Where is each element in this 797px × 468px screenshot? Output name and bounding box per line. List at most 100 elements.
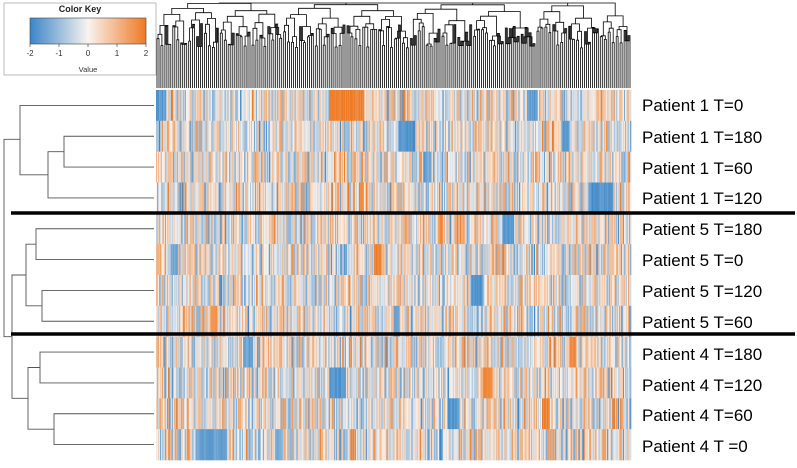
heatmap-cell [322,244,324,276]
heatmap-cell [536,244,538,276]
heatmap-cell [414,182,416,214]
color-key-tick-label: -2 [26,49,34,58]
heatmap-cell [606,120,608,152]
heatmap-cell [428,120,430,152]
heatmap-cell [233,182,235,214]
heatmap-cell [478,244,480,276]
heatmap-cell [320,367,322,399]
column-dendrogram [156,2,631,88]
heatmap-cell [615,244,617,276]
heatmap-cell [579,120,581,152]
heatmap-cell [304,90,306,122]
heatmap-cell [507,151,509,183]
heatmap-cell [544,213,547,245]
heatmap-cell [283,367,285,399]
heatmap-cell [403,244,405,276]
heatmap-cell [278,151,281,183]
heatmap-cell [346,244,349,276]
heatmap-cell [582,336,584,368]
heatmap-cell [557,213,560,245]
heatmap-cell [609,151,611,183]
heatmap-cell [487,275,489,307]
heatmap-cell [284,367,286,399]
heatmap-cell [536,90,539,122]
heatmap-cell [509,90,511,122]
heatmap-cell [492,367,494,399]
heatmap-cell [251,151,254,183]
heatmap-cell [298,398,300,430]
heatmap-cell [620,305,622,337]
heatmap-cell [306,120,308,152]
heatmap-cell [534,213,536,245]
heatmap-cell [451,182,454,214]
heatmap-cell [426,182,428,214]
heatmap-cell [397,275,399,307]
heatmap-cell [361,151,364,183]
heatmap-cell [238,398,240,430]
heatmap-cell [213,398,215,430]
heatmap-cell [377,182,380,214]
heatmap-cell [274,367,277,399]
heatmap-cell [365,90,368,122]
heatmap-cell [377,151,380,183]
heatmap-cell [307,398,309,430]
heatmap-cell [427,305,429,337]
heatmap-cell [508,275,510,307]
heatmap-cell [364,151,367,183]
heatmap-cell [363,305,366,337]
heatmap-cell [199,398,201,430]
heatmap-cell [294,151,296,183]
heatmap-cell [412,244,414,276]
heatmap-cell [302,244,304,276]
heatmap-cell [480,90,482,122]
heatmap-cell [229,398,231,430]
heatmap-cell [185,213,188,245]
heatmap-cell [387,336,389,368]
heatmap-cell [523,275,525,307]
heatmap-cell [447,244,450,276]
heatmap-cell [228,367,230,399]
heatmap-cell [616,336,618,368]
heatmap-cell [216,120,218,152]
heatmap-cell [251,213,254,245]
heatmap-cell [185,398,188,430]
heatmap-cell [178,182,181,214]
heatmap-cell [449,90,452,122]
heatmap-cell [303,275,305,307]
heatmap-cell [175,90,178,122]
heatmap-cell [200,336,202,368]
heatmap-cell [275,182,278,214]
heatmap-cell [311,120,313,152]
heatmap-cell [376,213,379,245]
heatmap-cell [617,275,619,307]
heatmap-cell [323,336,325,368]
heatmap-cell [459,182,462,214]
heatmap-cell [205,305,207,337]
heatmap-cell [550,182,553,214]
heatmap-cell [606,182,608,214]
heatmap-cell [341,90,343,122]
heatmap-cell [256,120,259,152]
heatmap-cell [438,275,440,307]
heatmap-cell [255,398,258,430]
heatmap-cell [451,275,454,307]
heatmap-cell [218,336,220,368]
heatmap-cell [167,151,170,183]
heatmap-cell [223,398,225,430]
heatmap-cell [629,213,631,245]
heatmap-cell [549,244,552,276]
heatmap-cell [511,305,513,337]
heatmap-cell [625,213,627,245]
heatmap-cell [271,305,274,337]
heatmap-cell [475,90,477,122]
heatmap-cell [484,367,486,399]
heatmap-cell [156,244,158,276]
heatmap-cell [286,275,288,307]
heatmap-cell [179,90,182,122]
heatmap-cell [363,244,366,276]
heatmap-cell [467,275,470,307]
heatmap-cell [464,244,467,276]
heatmap-cell [156,182,159,214]
heatmap-cell [331,275,333,307]
heatmap-cell [442,336,445,368]
